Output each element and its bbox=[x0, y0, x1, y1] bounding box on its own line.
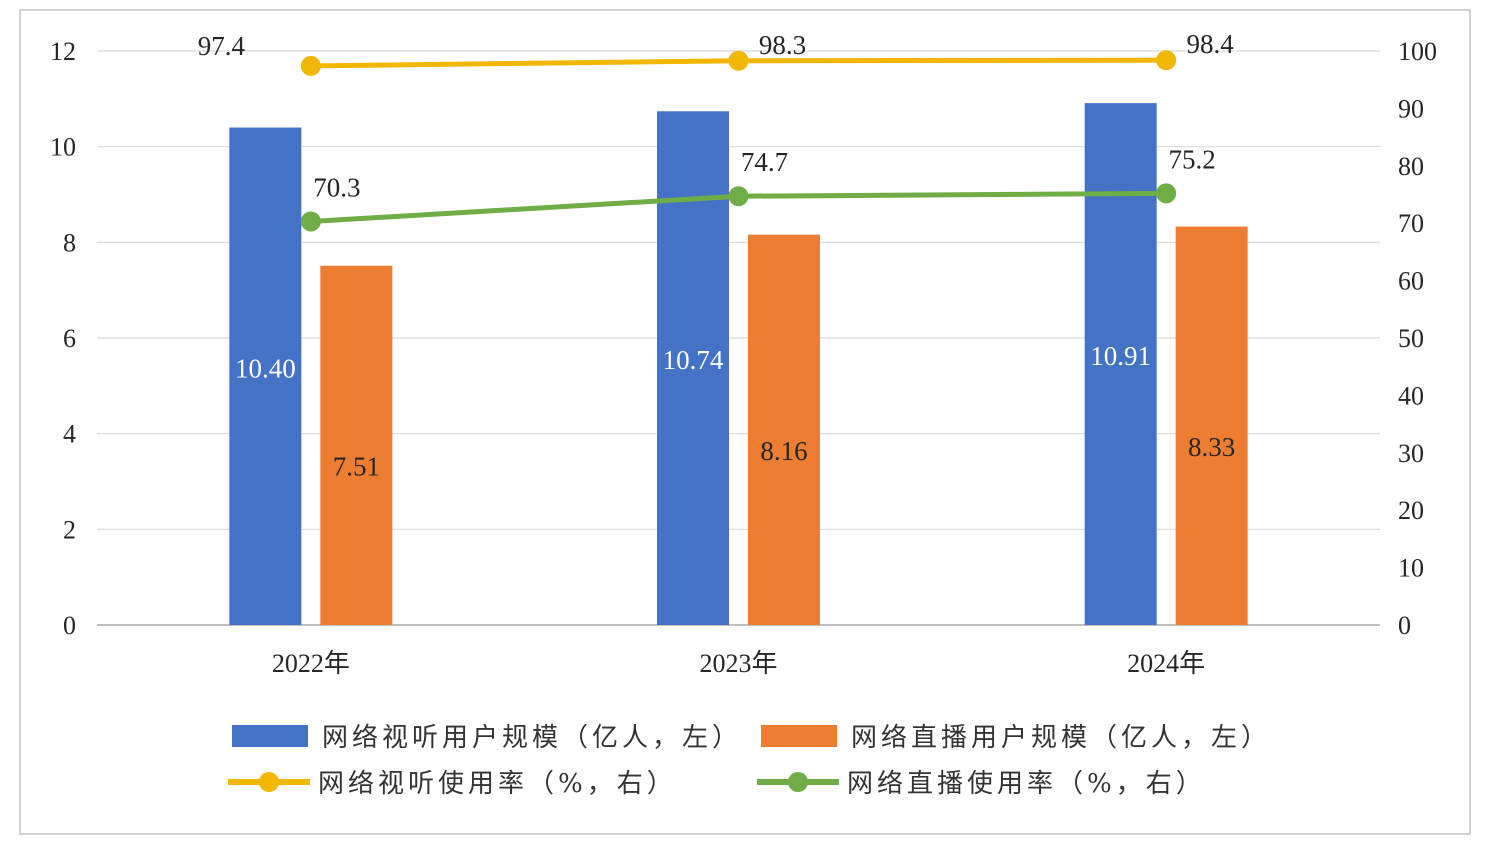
right-axis: 0 10 20 30 40 50 60 70 80 90 100 bbox=[1398, 37, 1437, 640]
x-axis: 2022年 2023年 2024年 bbox=[272, 649, 1205, 678]
bar bbox=[1175, 226, 1248, 625]
right-tick-label: 20 bbox=[1398, 496, 1424, 525]
left-tick-label: 0 bbox=[63, 611, 76, 640]
bar-data-label: 8.33 bbox=[1188, 432, 1235, 462]
right-tick-label: 10 bbox=[1398, 554, 1424, 583]
category-label: 2022年 bbox=[272, 649, 350, 678]
right-tick-label: 50 bbox=[1398, 324, 1424, 353]
line-data-label: 70.3 bbox=[313, 172, 360, 202]
right-tick-label: 80 bbox=[1398, 152, 1424, 181]
bar-data-label: 10.40 bbox=[235, 353, 296, 383]
line-point bbox=[1156, 183, 1177, 204]
line-data-label: 98.4 bbox=[1187, 29, 1235, 59]
right-tick-label: 90 bbox=[1398, 94, 1424, 123]
line-point bbox=[728, 186, 749, 207]
line-data-label: 75.2 bbox=[1169, 144, 1216, 174]
left-tick-label: 10 bbox=[50, 133, 76, 162]
right-tick-label: 40 bbox=[1398, 381, 1424, 410]
bar-data-label: 8.16 bbox=[760, 436, 807, 466]
legend-label: 网络直播用户规模（亿人，左） bbox=[851, 723, 1271, 753]
bar-data-label: 10.91 bbox=[1090, 341, 1151, 371]
left-tick-label: 6 bbox=[63, 324, 76, 353]
right-tick-label: 0 bbox=[1398, 611, 1411, 640]
left-tick-label: 2 bbox=[63, 515, 76, 544]
category-label: 2023年 bbox=[699, 649, 777, 678]
legend-swatch-marker bbox=[259, 772, 279, 792]
right-tick-label: 60 bbox=[1398, 267, 1424, 296]
legend-label: 网络直播使用率（%，右） bbox=[847, 769, 1206, 799]
line-point bbox=[300, 211, 321, 232]
right-tick-label: 100 bbox=[1398, 37, 1437, 66]
right-tick-label: 70 bbox=[1398, 209, 1424, 238]
line-point bbox=[1156, 50, 1177, 71]
bar bbox=[229, 127, 302, 626]
left-tick-label: 12 bbox=[50, 37, 76, 66]
bar bbox=[1084, 103, 1157, 626]
line-data-label: 98.3 bbox=[759, 30, 806, 60]
left-axis: 0 2 4 6 8 10 12 bbox=[50, 37, 76, 640]
left-tick-label: 8 bbox=[63, 228, 76, 257]
line-series: 97.4 98.3 98.4 70.3 74.7 75.2 bbox=[198, 29, 1235, 232]
legend-swatch-marker bbox=[788, 772, 808, 792]
legend-swatch bbox=[761, 725, 837, 747]
category-label: 2024年 bbox=[1127, 649, 1205, 678]
bar bbox=[748, 234, 820, 625]
legend-label: 网络视听用户规模（亿人，左） bbox=[322, 723, 742, 753]
left-tick-label: 4 bbox=[63, 420, 76, 449]
line-data-label: 74.7 bbox=[741, 147, 788, 177]
right-tick-label: 30 bbox=[1398, 439, 1424, 468]
legend-swatch bbox=[232, 725, 308, 747]
line-data-label: 97.4 bbox=[198, 31, 246, 61]
legend: 网络视听用户规模（亿人，左） 网络直播用户规模（亿人，左） 网络视听使用率（%，右）… bbox=[228, 723, 1271, 799]
bar-data-label: 10.74 bbox=[663, 345, 724, 375]
line-point bbox=[300, 55, 321, 76]
bar bbox=[320, 265, 393, 625]
bar-data-label: 7.51 bbox=[333, 451, 380, 481]
line-point bbox=[728, 50, 749, 71]
bar-series: 10.40 10.74 10.91 7.51 8.16 8.33 bbox=[229, 103, 1248, 626]
legend-label: 网络视听使用率（%，右） bbox=[318, 769, 677, 799]
